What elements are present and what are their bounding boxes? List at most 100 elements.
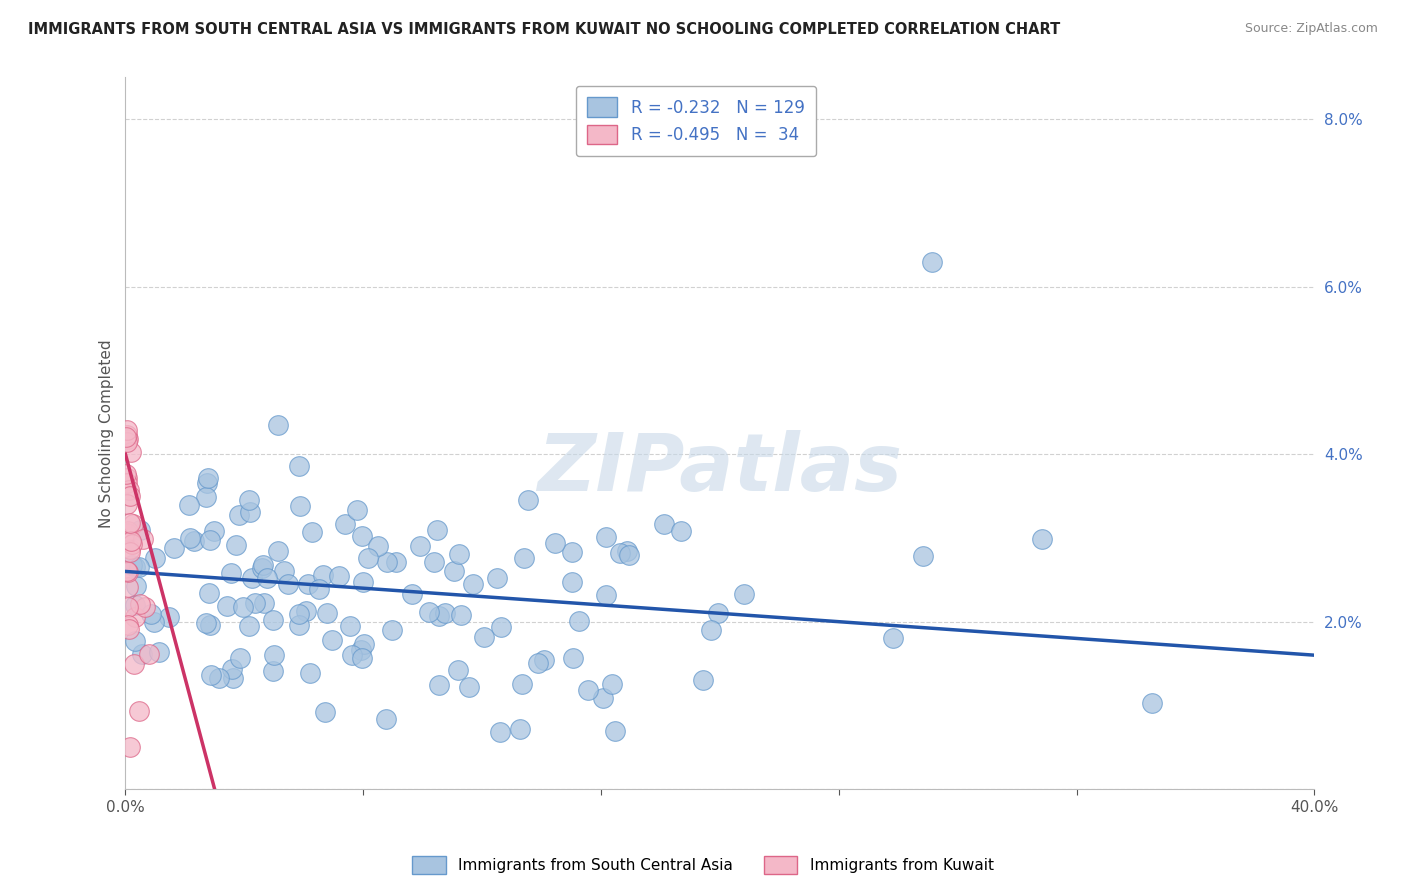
Point [1140,696,1163,710]
Point [131,648,153,662]
Point [141,607,163,622]
Point [375,555,398,569]
Point [121,537,143,551]
Point [200,668,222,682]
Point [115,423,138,437]
Point [195,476,218,491]
Point [219,566,242,580]
Point [118,740,141,755]
Point [232,600,254,615]
Point [117,524,139,538]
Point [592,691,614,706]
Point [339,619,361,633]
Point [252,596,274,610]
Point [115,467,138,482]
Point [352,651,374,665]
Point [122,657,145,671]
Point [433,606,456,620]
Point [228,508,250,523]
Point [179,532,201,546]
Point [124,634,146,648]
Point [115,475,138,490]
Point [353,637,375,651]
Point [381,623,404,637]
Point [700,623,723,637]
Point [124,578,146,592]
Point [228,651,250,665]
Point [277,576,299,591]
Point [328,569,350,583]
Point [706,606,728,620]
Point [202,524,225,538]
Point [120,541,142,556]
Point [408,539,430,553]
Point [426,523,449,537]
Point [273,564,295,578]
Legend: Immigrants from South Central Asia, Immigrants from Kuwait: Immigrants from South Central Asia, Immi… [406,850,1000,880]
Point [120,444,142,458]
Point [288,459,311,474]
Point [148,645,170,659]
Point [120,534,142,549]
Point [117,435,139,450]
Point [911,549,934,564]
Point [427,677,450,691]
Point [576,682,599,697]
Point [342,648,364,663]
Point [356,551,378,566]
Point [194,615,217,630]
Text: Source: ZipAtlas.com: Source: ZipAtlas.com [1244,22,1378,36]
Point [240,571,263,585]
Point [117,564,139,578]
Point [163,541,186,555]
Point [449,547,471,561]
Point [401,587,423,601]
Point [256,571,278,585]
Point [215,599,238,613]
Point [208,671,231,685]
Text: IMMIGRANTS FROM SOUTH CENTRAL ASIA VS IMMIGRANTS FROM KUWAIT NO SCHOOLING COMPLE: IMMIGRANTS FROM SOUTH CENTRAL ASIA VS IM… [28,22,1060,37]
Point [124,598,146,612]
Text: ZIPatlas: ZIPatlas [537,430,903,508]
Point [115,471,138,485]
Point [118,489,141,503]
Point [221,671,243,685]
Point [617,548,640,562]
Point [238,619,260,633]
Point [295,604,318,618]
Point [316,606,339,620]
Point [197,471,219,485]
Point [128,704,150,718]
Point [129,523,152,537]
Point [489,620,512,634]
Point [513,550,536,565]
Point [124,559,146,574]
Point [605,723,627,738]
Point [921,254,943,268]
Point [616,543,638,558]
Point [157,609,180,624]
Point [544,536,567,550]
Point [239,505,262,519]
Point [225,538,247,552]
Point [177,498,200,512]
Point [115,497,138,511]
Point [595,530,617,544]
Point [118,622,141,636]
Point [115,525,138,540]
Point [375,712,398,726]
Point [115,430,138,444]
Point [198,533,221,547]
Point [472,631,495,645]
Point [252,558,274,572]
Point [671,524,693,538]
Point [423,556,446,570]
Point [221,662,243,676]
Point [183,534,205,549]
Point [121,517,143,532]
Point [138,647,160,661]
Point [692,673,714,687]
Point [352,575,374,590]
Point [121,558,143,573]
Point [350,529,373,543]
